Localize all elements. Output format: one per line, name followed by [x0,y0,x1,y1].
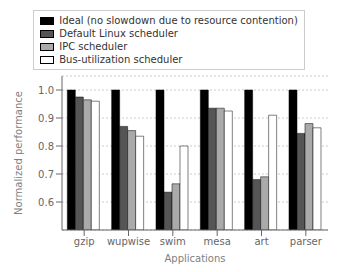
svg-text:Normalized performance: Normalized performance [13,91,24,215]
html-text:Default Linux scheduler: Default Linux scheduler [59,28,178,39]
svg-text:gzip: gzip [74,236,95,247]
svg-text:mesa: mesa [204,236,231,247]
svg-text:swim: swim [160,236,186,247]
html-text:Bus-utilization scheduler: Bus-utilization scheduler [59,54,183,65]
svg-text:0.7: 0.7 [38,169,54,180]
svg-text:0.8: 0.8 [38,141,54,152]
svg-text:wupwise: wupwise [107,236,150,247]
svg-text:0.9: 0.9 [38,113,54,124]
svg-text:0.6: 0.6 [38,197,54,208]
svg-text:Applications: Applications [164,253,225,264]
html-text:IPC scheduler: IPC scheduler [59,41,128,52]
html-text:Ideal (no slowdown due to reso: Ideal (no slowdown due to resource conte… [59,15,298,26]
svg-text:art: art [254,236,268,247]
svg-text:parser: parser [290,236,323,247]
svg-text:1.0: 1.0 [38,85,54,96]
